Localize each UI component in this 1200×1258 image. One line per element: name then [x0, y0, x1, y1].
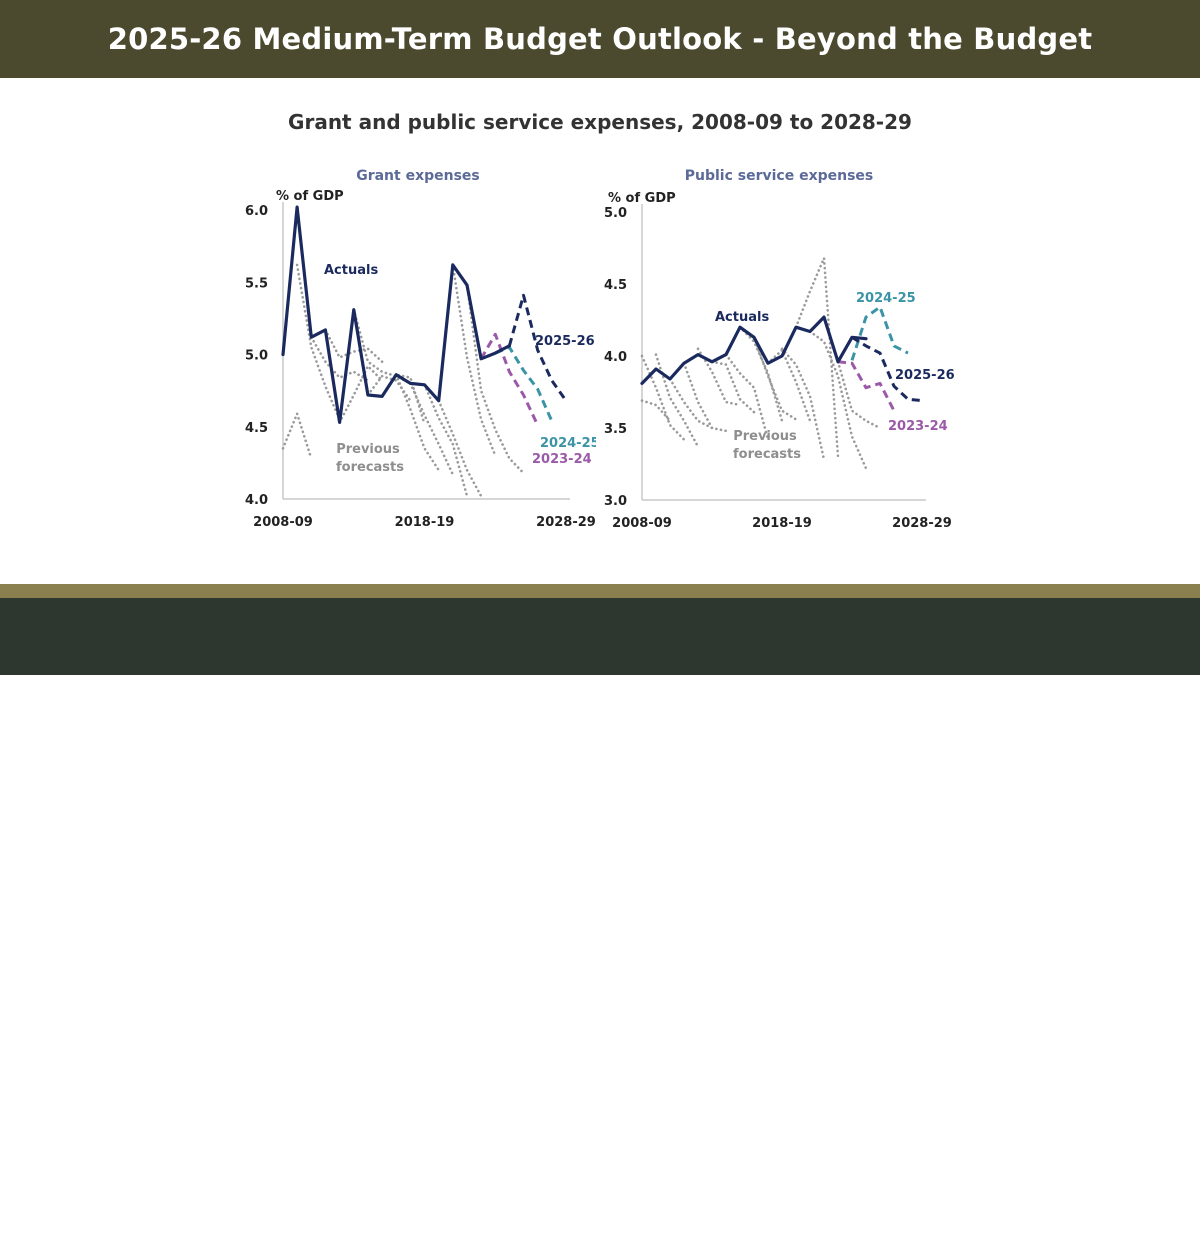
- forecast-label-2024-25: 2024-25: [856, 291, 916, 306]
- previous-forecast-series: [338, 364, 384, 424]
- chart-subtitle: Grant and public service expenses, 2008-…: [288, 110, 912, 134]
- crest-label: AUSTRALIA: [1007, 1252, 1033, 1258]
- y-axis-unit-label: % of GDP: [276, 189, 344, 204]
- previous-forecast-series: [696, 347, 742, 407]
- forecast-label-2023-24: 2023-24: [532, 452, 592, 467]
- grant-expenses-chart: Grant expenses % of GDP 6.0 5.5 5.0 4.5 4.0 200…: [236, 160, 596, 536]
- x-tick-label: 2028-29: [536, 515, 596, 530]
- previous-forecasts-label: Previous: [336, 442, 400, 457]
- y-tick-label: 4.0: [604, 350, 627, 365]
- previous-forecast-series: [451, 263, 497, 458]
- forecast-series-2023-24: [837, 360, 896, 412]
- previous-forecast-series: [794, 256, 840, 459]
- organisation-name: Parliamentary Budget Office: [1056, 1220, 1147, 1254]
- previous-forecast-series: [281, 412, 313, 460]
- previous-forecast-series: [724, 353, 770, 441]
- crest-logo-icon: AUSTRALIA: [991, 1212, 1045, 1258]
- previous-forecast-series: [752, 336, 798, 421]
- previous-forecast-series: [710, 360, 756, 414]
- forecast-series-2025-26: [507, 293, 568, 402]
- previous-forecast-series: [352, 308, 412, 385]
- organisation-name-line2: Budget Office: [1056, 1238, 1145, 1253]
- header-banner: 2025-26 Medium-Term Budget Outlook - Bey…: [0, 0, 1200, 78]
- previous-forecast-series: [738, 325, 784, 423]
- x-tick-label: 2028-29: [892, 516, 952, 531]
- forecast-label-2025-26: 2025-26: [535, 334, 595, 349]
- previous-forecast-series: [394, 373, 440, 472]
- y-tick-label: 3.5: [604, 422, 627, 437]
- previous-forecast-series: [310, 335, 370, 382]
- previous-forecasts-label: forecasts: [336, 460, 404, 475]
- actuals-series: [281, 205, 511, 424]
- previous-forecast-series: [437, 399, 483, 498]
- forecast-label-2025-26: 2025-26: [895, 368, 955, 383]
- previous-forecast-series: [295, 263, 341, 421]
- forecast-series-2024-25: [494, 345, 554, 422]
- previous-forecast-series: [640, 399, 672, 423]
- forecast-label-2024-25: 2024-25: [540, 436, 596, 451]
- panel-title: Public service expenses: [685, 168, 874, 184]
- x-tick-label: 2018-19: [395, 515, 455, 530]
- previous-forecast-series: [836, 360, 882, 430]
- organisation-name-line1: Parliamentary: [1056, 1221, 1147, 1236]
- y-axis-unit-label: % of GDP: [608, 191, 676, 206]
- page-title: 2025-26 Medium-Term Budget Outlook - Bey…: [107, 22, 1093, 56]
- previous-forecast-series: [808, 330, 868, 470]
- previous-forecast-series: [423, 383, 469, 498]
- chart-svg: Grant expenses % of GDP 6.0 5.5 5.0 4.5 4.0 200…: [245, 168, 596, 530]
- footer-bar: AUSTRALIA Parliamentary Budget Office: [0, 598, 1200, 1258]
- x-tick-label: 2018-19: [752, 516, 812, 531]
- y-tick-label: 4.5: [604, 278, 627, 293]
- actuals-series: [640, 315, 868, 385]
- previous-forecast-series: [640, 354, 686, 441]
- previous-forecast-series: [654, 353, 700, 449]
- previous-forecast-series: [324, 328, 384, 363]
- y-tick-label: 4.0: [245, 493, 268, 508]
- forecast-series-2024-25: [850, 305, 909, 361]
- actuals-label: Actuals: [324, 263, 378, 278]
- x-tick-label: 2008-09: [253, 515, 313, 530]
- previous-forecast-series: [366, 374, 412, 402]
- panel-title: Grant expenses: [356, 168, 480, 184]
- y-tick-label: 5.0: [604, 206, 627, 221]
- previous-forecast-series: [409, 382, 455, 476]
- y-tick-label: 4.5: [245, 421, 268, 436]
- y-tick-label: 6.0: [245, 204, 268, 219]
- forecast-series-2025-26: [851, 336, 923, 403]
- y-tick-label: 3.0: [604, 494, 627, 509]
- y-tick-label: 5.5: [245, 276, 268, 291]
- x-tick-label: 2008-09: [612, 516, 672, 531]
- public-service-expenses-chart: Public service expenses % of GDP 5.0 4.5 4.0…: [596, 160, 966, 536]
- previous-forecasts-label: Previous: [733, 429, 797, 444]
- forecast-label-2023-24: 2023-24: [888, 419, 948, 434]
- previous-forecasts-label: forecasts: [733, 447, 801, 462]
- y-tick-label: 5.0: [245, 349, 268, 364]
- previous-forecast-series: [682, 361, 728, 433]
- previous-forecast-series: [780, 347, 826, 462]
- previous-forecast-series: [668, 377, 714, 430]
- previous-forecast-series: [766, 348, 812, 423]
- previous-forecast-series: [465, 283, 525, 475]
- actuals-label: Actuals: [715, 310, 769, 325]
- forecast-series-2023-24: [479, 332, 540, 426]
- footer-accent-band: [0, 584, 1200, 598]
